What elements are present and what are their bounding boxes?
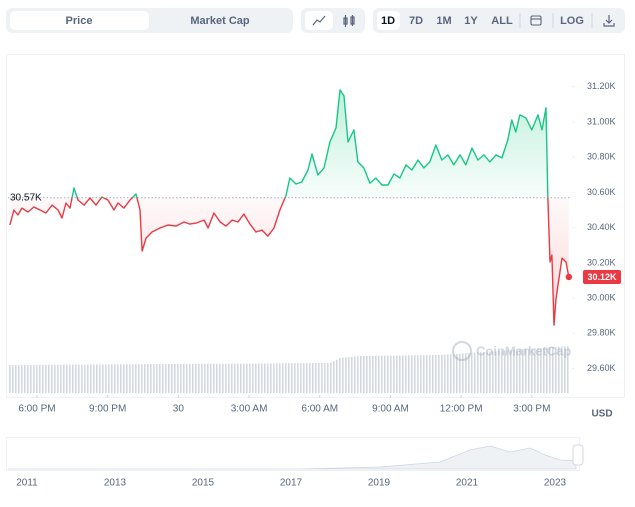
y-tick-label: 30.40K [587,222,616,232]
range-button[interactable]: 1D [381,15,395,27]
baseline-label: 30.57K [10,192,42,203]
candle-icon[interactable] [343,15,355,27]
navigator-area [8,445,577,470]
range-button[interactable]: 1Y [464,15,478,27]
line-type-button[interactable] [305,11,333,30]
watermark: CoinMarketCap [452,341,571,361]
tab[interactable]: Price [66,15,93,27]
year-label: 2017 [280,478,303,489]
x-tick-label: 6:00 AM [301,404,338,415]
range-button[interactable]: 7D [409,15,423,27]
year-label: 2015 [192,478,215,489]
range-active[interactable] [377,11,400,30]
calendar-icon[interactable] [530,15,542,26]
y-tick-label: 29.80K [587,328,616,338]
y-tick-label: 30.20K [587,257,616,267]
y-tick-label: 29.60K [587,363,616,373]
year-label: 2021 [456,478,479,489]
range-group [373,8,625,33]
area [9,89,569,326]
current-price-badge [583,269,621,284]
volume-bars [8,346,570,393]
log-button[interactable]: LOG [560,15,584,27]
x-tick-label: 9:00 AM [372,404,409,415]
tab[interactable]: Market Cap [190,15,250,27]
y-tick-label: 31.00K [587,116,616,126]
line-icon [312,15,326,26]
x-tick-label: 30 [173,404,185,415]
x-tick-label: 12:00 PM [440,404,483,415]
current-dot [565,273,573,281]
y-tick-label: 30.00K [587,292,616,302]
range-button[interactable]: ALL [491,15,513,27]
price-line [9,89,570,326]
y-tick-label: 31.20K [587,81,616,91]
navigator-handle[interactable] [572,444,584,466]
download-icon[interactable] [603,15,615,27]
current-price-label: 30.12K [587,272,617,282]
tab-active[interactable] [10,11,149,30]
unit-label: USD [591,409,612,420]
year-label: 2011 [16,478,38,489]
y-tick-label: 30.80K [587,152,616,162]
year-label: 2023 [544,478,567,489]
year-label: 2013 [104,478,127,489]
x-tick-label: 3:00 PM [513,404,550,415]
watermark-text: CoinMarketCap [476,343,571,358]
range-button[interactable]: 1M [436,15,451,27]
x-tick-label: 3:00 AM [231,404,268,415]
year-label: 2019 [368,478,391,489]
chart-frame [6,54,625,398]
x-tick-label: 6:00 PM [18,404,55,415]
x-tick-label: 9:00 PM [89,404,126,415]
y-tick-label: 30.60K [587,187,616,197]
